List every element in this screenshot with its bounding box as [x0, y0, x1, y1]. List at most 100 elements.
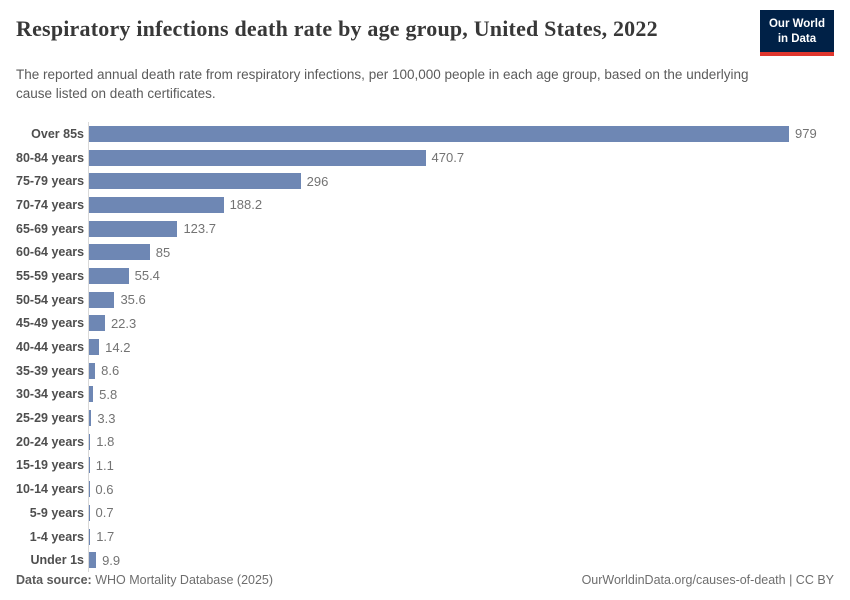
bar-area: 35.6 — [88, 287, 834, 312]
age-group-label: 70-74 years — [16, 197, 85, 212]
bar[interactable] — [89, 125, 789, 142]
value-label: 5.8 — [99, 386, 118, 402]
bar[interactable] — [89, 528, 91, 545]
bar-area: 1.1 — [88, 453, 834, 478]
bar-area: 188.2 — [88, 193, 834, 217]
age-group-label: 40-44 years — [16, 340, 85, 355]
bar-area: 296 — [88, 169, 834, 194]
bar-area: 8.6 — [88, 358, 834, 383]
page-title: Respiratory infections death rate by age… — [16, 16, 658, 41]
bar[interactable] — [89, 339, 100, 356]
value-label: 0.6 — [95, 481, 114, 497]
attribution-link[interactable]: OurWorldinData.org/causes-of-death | CC … — [581, 573, 834, 587]
age-group-label: 65-69 years — [16, 221, 85, 236]
data-source: Data source: WHO Mortality Database (202… — [16, 573, 273, 587]
bar-row[interactable]: 25-29 years 3.3 — [16, 406, 834, 430]
age-group-label: 20-24 years — [16, 434, 85, 449]
bar[interactable] — [89, 504, 90, 521]
bar-row[interactable]: 65-69 years 123.7 — [16, 216, 834, 241]
bar-row[interactable]: 5-9 years 0.7 — [16, 501, 834, 525]
footer: Data source: WHO Mortality Database (202… — [16, 573, 834, 587]
owid-logo-line2: in Data — [777, 32, 817, 45]
bar-row[interactable]: 60-64 years 85 — [16, 240, 834, 265]
bar[interactable] — [89, 433, 91, 450]
bar-chart: Over 85s 979 80-84 years 470.7 75-79 yea… — [16, 122, 834, 573]
bar-area: 0.6 — [88, 477, 834, 501]
bar-row[interactable]: 1-4 years 1.7 — [16, 524, 834, 549]
bar[interactable] — [89, 315, 105, 332]
bar-row[interactable]: 70-74 years 188.2 — [16, 193, 834, 217]
value-label: 8.6 — [101, 363, 120, 379]
bar-area: 1.8 — [88, 429, 834, 454]
value-label: 55.4 — [134, 268, 160, 284]
header-text: Respiratory infections death rate by age… — [16, 14, 658, 42]
bar[interactable] — [89, 149, 426, 166]
bar-row[interactable]: 40-44 years 14.2 — [16, 335, 834, 359]
value-label: 1.1 — [95, 457, 114, 473]
value-label: 188.2 — [229, 197, 263, 213]
bar[interactable] — [89, 173, 301, 190]
header: Respiratory infections death rate by age… — [16, 10, 834, 56]
value-label: 123.7 — [183, 221, 216, 237]
bar-row[interactable]: 75-79 years 296 — [16, 169, 834, 194]
age-group-label: Over 85s — [31, 126, 84, 141]
value-label: 1.8 — [96, 434, 115, 450]
age-group-label: 1-4 years — [29, 529, 84, 544]
owid-logo[interactable]: Our World in Data — [759, 10, 834, 56]
value-label: 14.2 — [105, 339, 131, 355]
bar-row[interactable]: 30-34 years 5.8 — [16, 382, 834, 407]
bar[interactable] — [89, 291, 115, 308]
value-label: 470.7 — [431, 150, 465, 166]
bar-row[interactable]: 50-54 years 35.6 — [16, 287, 834, 312]
age-group-label: 25-29 years — [16, 411, 85, 426]
value-label: 296 — [306, 173, 329, 189]
bar-row[interactable]: 45-49 years 22.3 — [16, 311, 834, 336]
bar-row[interactable]: 10-14 years 0.6 — [16, 477, 834, 501]
bar[interactable] — [89, 552, 97, 569]
bar-area: 979 — [88, 122, 834, 146]
bar[interactable] — [89, 386, 94, 403]
value-label: 9.9 — [102, 552, 121, 568]
bar-area: 470.7 — [88, 145, 834, 170]
bar-row[interactable]: Over 85s 979 — [16, 122, 834, 146]
bar-area: 55.4 — [88, 264, 834, 288]
value-label: 22.3 — [110, 315, 137, 331]
value-label: 85 — [155, 244, 171, 260]
chart-subtitle: The reported annual death rate from resp… — [16, 66, 749, 102]
bar[interactable] — [89, 410, 92, 427]
bar-row[interactable]: Under 1s 9.9 — [16, 548, 834, 573]
value-label: 3.3 — [97, 410, 116, 426]
age-group-label: 35-39 years — [16, 363, 85, 378]
bar-area: 1.7 — [88, 524, 834, 549]
age-group-label: 60-64 years — [16, 245, 85, 260]
bar-row[interactable]: 35-39 years 8.6 — [16, 358, 834, 383]
bar-area: 0.7 — [88, 501, 834, 525]
value-label: 979 — [795, 126, 817, 142]
bar-area: 85 — [88, 240, 834, 265]
age-group-label: 5-9 years — [29, 505, 84, 520]
bar-area: 9.9 — [88, 548, 834, 573]
bar-area: 22.3 — [88, 311, 834, 336]
bar[interactable] — [89, 244, 150, 261]
age-group-label: 15-19 years — [16, 458, 85, 473]
bar[interactable] — [89, 220, 178, 237]
value-label: 0.7 — [95, 505, 114, 521]
bar-row[interactable]: 20-24 years 1.8 — [16, 429, 834, 454]
data-source-label: Data source: — [16, 573, 92, 587]
bar-row[interactable]: 15-19 years 1.1 — [16, 453, 834, 478]
age-group-label: 75-79 years — [16, 174, 85, 189]
bar-row[interactable]: 55-59 years 55.4 — [16, 264, 834, 288]
age-group-label: 50-54 years — [16, 292, 85, 307]
value-label: 35.6 — [120, 292, 146, 308]
age-group-label: 45-49 years — [16, 316, 85, 331]
bar-area: 14.2 — [88, 335, 834, 359]
bar[interactable] — [89, 267, 129, 284]
bar[interactable] — [89, 196, 224, 213]
bar[interactable] — [89, 362, 96, 379]
age-group-label: Under 1s — [30, 553, 85, 568]
bar[interactable] — [89, 457, 90, 474]
data-source-value: WHO Mortality Database (2025) — [91, 573, 274, 587]
value-label: 1.7 — [96, 529, 115, 545]
bar-row[interactable]: 80-84 years 470.7 — [16, 145, 834, 170]
